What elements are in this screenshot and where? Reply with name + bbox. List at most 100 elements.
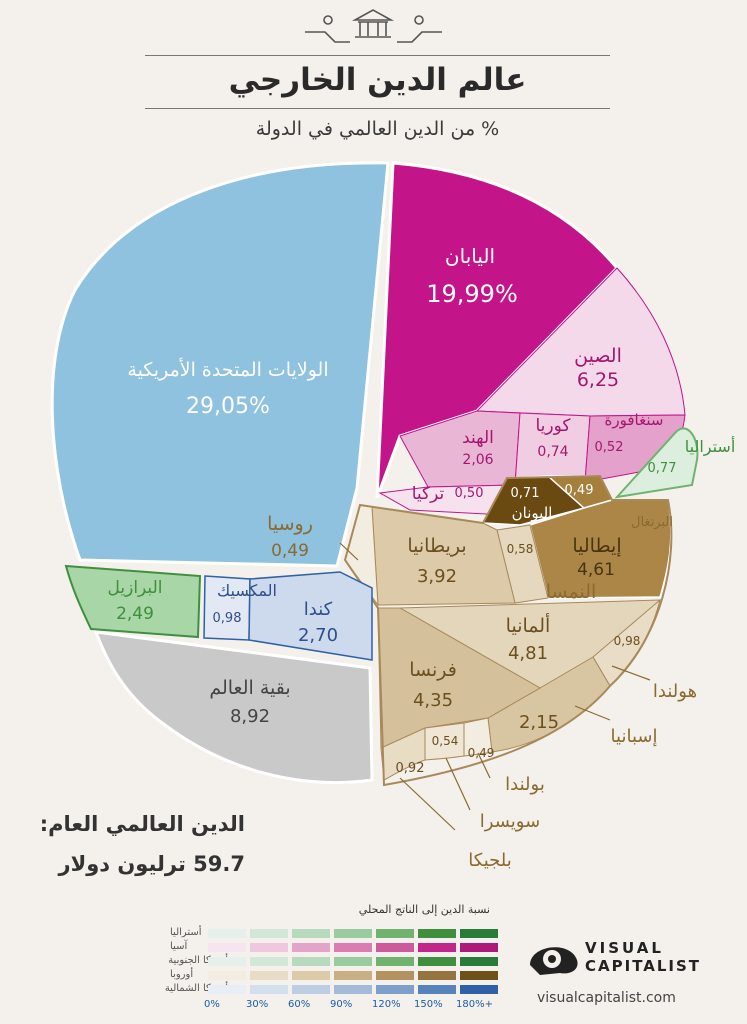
bank-hands-icon [305,9,442,43]
leader-poland [477,752,491,779]
leader-spain [574,705,611,721]
legend-swatch [376,985,414,994]
legend-swatch [376,971,414,980]
brand-url: visualcapitalist.com [537,990,676,1006]
legend-row-label: أستراليا [170,927,202,938]
label-belgium-name: بلجيكا [468,850,511,871]
label-brazil-value: 2,49 [116,604,154,624]
legend-swatch [208,929,246,938]
label-uk-value: 3,92 [417,566,457,587]
legend-swatch [250,943,288,952]
label-russia-value: 0,49 [271,541,309,561]
debt-to-gdp-legend: نسبة الدين إلى الناتج المحلي أستراليا آسي… [164,903,500,1013]
legend-swatch [334,929,372,938]
header: عالم الدين الخارجي % من الدين العالمي في… [0,0,747,140]
page-title: عالم الدين الخارجي [228,62,527,98]
legend-tick-label: 120% [372,999,401,1010]
label-singapore-name: سنغافورة [605,411,664,429]
label-japan-name: اليابان [445,244,495,268]
slice-australia [614,427,699,499]
label-india-value: 2,06 [462,452,493,468]
legend-tick-label: 0% [204,999,220,1010]
legend-swatch [250,957,288,966]
label-turkey-name: تركيا [412,484,445,504]
brand: VISUAL CAPITALIST visualcapitalist.com [525,935,725,1015]
legend-swatch [292,985,330,994]
legend-swatch [208,971,246,980]
legend-swatch [460,971,498,980]
label-belgium-value: 0,92 [396,761,425,776]
legend-tick-label: 30% [246,999,269,1010]
leader-belgium [399,777,456,831]
legend-title: نسبة الدين إلى الناتج المحلي [358,903,490,916]
title-rule-top [145,55,610,56]
label-portugal-value: 0,49 [565,483,594,498]
debt-pie-chart: الولايات المتحدة الأمريكية 29,05% اليابا… [50,161,736,871]
label-india-name: الهند [462,428,494,448]
legend-row: أمريكا الجنوبية [168,955,500,967]
label-korea-name: كوريا [536,416,572,436]
legend-tick-label: 150% [414,999,443,1010]
label-russia-name: روسيا [267,513,313,535]
label-poland-name: بولندا [505,774,545,795]
label-mexico-value: 0,98 [213,611,242,626]
global-debt-total: الدين العالمي العام: 59.7 ترليون دولار [30,812,245,876]
label-netherlands-98-name: هولندا [653,681,697,702]
slice-usa [50,161,390,568]
label-france-name: فرنسا [409,659,457,681]
legend-swatch [460,985,498,994]
label-greece-name: اليونان [512,504,553,522]
label-austria-value: 0,58 [507,542,534,556]
legend-swatch [292,957,330,966]
legend-swatch [418,971,456,980]
legend-row: أستراليا [170,927,500,939]
label-netherlands-98-value: 0,98 [614,634,641,648]
legend-row-label: آسيا [170,941,188,952]
page-subtitle: % من الدين العالمي في الدولة [255,118,500,140]
legend-swatch [460,957,498,966]
label-brazil-name: البرازيل [108,578,163,598]
legend-ticks: 0% 30% 60% 90% 120% 150% 180%+ [170,999,500,1013]
legend-swatch [208,985,246,994]
label-mexico-name: المكسيك [217,581,277,600]
slice-canada [248,571,373,661]
slice-brazil [64,564,202,639]
legend-swatch [334,957,372,966]
label-australia-name: أستراليا [685,436,736,457]
label-uk-name: بريطانيا [407,535,466,557]
legend-swatch [334,985,372,994]
legend-swatch [376,943,414,952]
legend-swatch [334,943,372,952]
label-germany-value: 4,81 [508,643,548,664]
legend-swatch [208,957,246,966]
legend-row: آسيا [170,941,500,953]
legend-swatch [376,929,414,938]
label-usa-name: الولايات المتحدة الأمريكية [127,358,328,381]
label-rest-name: بقية العالم [209,677,290,699]
legend-swatch [418,929,456,938]
label-spain-value: 2,15 [519,712,559,733]
legend-tick-label: 90% [330,999,353,1010]
leader-netherlands-98 [611,665,651,681]
legend-row-label: أوروبا [170,969,194,980]
label-spain-name: إسبانيا [611,726,658,747]
label-korea-value: 0,74 [537,444,568,460]
label-france-value: 4,35 [413,690,453,711]
global-debt-value: 59.7 ترليون دولار [58,852,245,876]
legend-row-label: أمريكا الجنوبية [168,955,228,966]
leader-russia [339,542,359,561]
label-austria-name: النمسا [546,581,597,603]
legend-swatch [418,943,456,952]
label-italy-name: إيطاليا [572,535,621,558]
legend-swatch [208,943,246,952]
legend-swatch [334,971,372,980]
legend-swatch [250,929,288,938]
label-japan-value: 19,99% [426,280,518,308]
label-china-value: 6,25 [577,369,619,391]
legend-row-label: أمريكا الشمالية [164,983,228,994]
label-portugal-name: البرتغال [631,515,673,530]
label-canada-name: كندا [304,599,333,620]
brand-word-visual: VISUAL [585,939,664,957]
legend-swatch [418,957,456,966]
legend-swatch [292,943,330,952]
